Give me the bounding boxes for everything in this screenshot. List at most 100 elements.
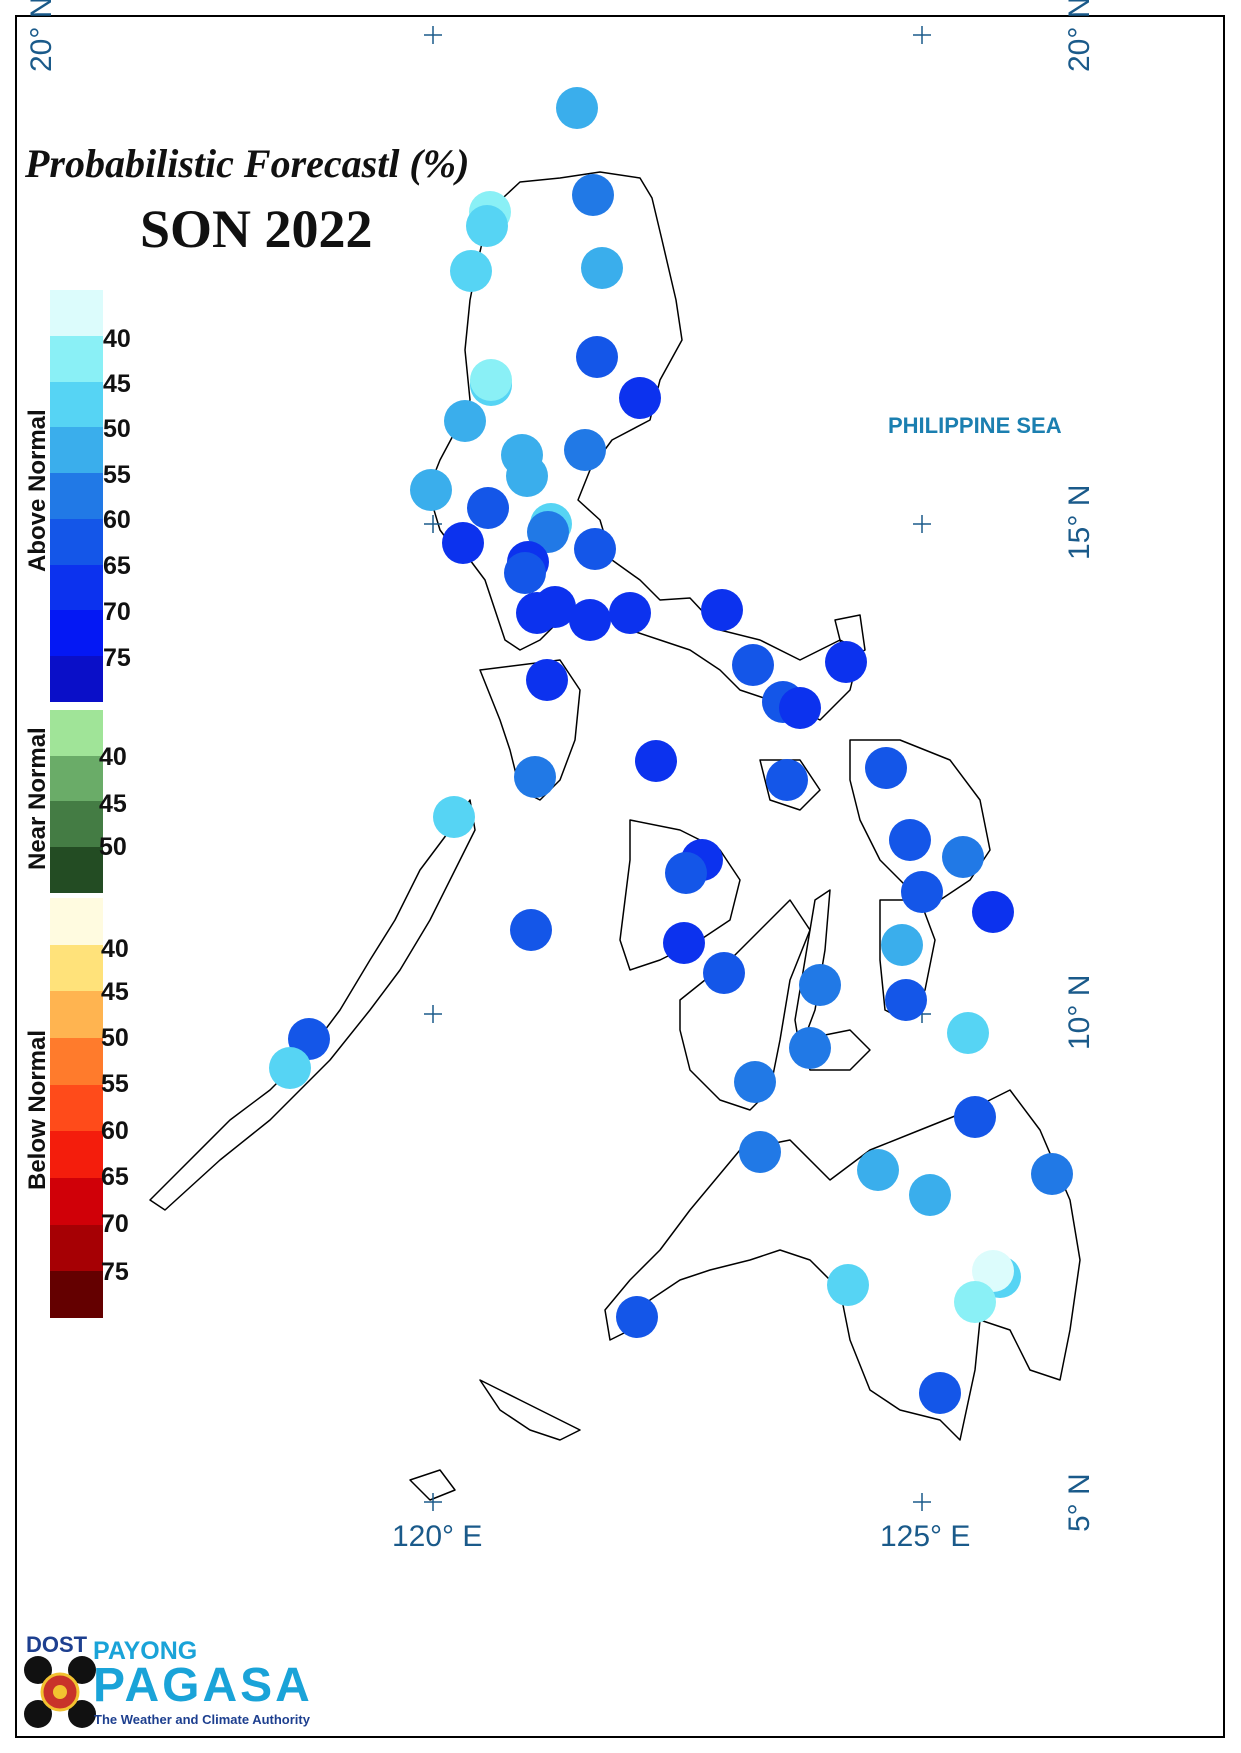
legend-below-label: 45 [101, 978, 129, 1006]
station-marker [609, 592, 651, 634]
pagasa-wordmark: PAGASA [93, 1659, 313, 1712]
legend-above-label: 55 [103, 461, 131, 489]
station-marker [739, 1131, 781, 1173]
sulu-coastline [479, 1379, 581, 1441]
lon120-label: 120° E [392, 1520, 483, 1553]
legend-below-label: 65 [101, 1163, 129, 1191]
station-markers [269, 87, 1073, 1414]
station-marker [732, 644, 774, 686]
lat10-label: 10° N [1063, 974, 1096, 1050]
station-marker [572, 174, 614, 216]
station-marker [954, 1096, 996, 1138]
map-frame [15, 15, 1225, 1738]
station-marker [663, 922, 705, 964]
legend-swatch [50, 656, 103, 703]
legend-near-label: 40 [99, 743, 127, 771]
palawan-coastline [149, 799, 476, 1211]
legend-above-title: Above Normal [24, 409, 51, 572]
station-marker [442, 522, 484, 564]
station-marker [574, 528, 616, 570]
station-marker [865, 747, 907, 789]
station-marker [470, 359, 512, 401]
station-marker [779, 687, 821, 729]
station-marker [516, 592, 558, 634]
legend-swatch [50, 381, 103, 428]
pagasa-tagline: The Weather and Climate Authority [94, 1712, 310, 1727]
legend-swatch [50, 473, 103, 520]
station-marker [889, 819, 931, 861]
negros-coastline [679, 899, 811, 1111]
lat15-label: 15° N [1063, 484, 1096, 560]
station-marker [569, 599, 611, 641]
station-marker [766, 759, 808, 801]
legend-swatch [50, 427, 103, 474]
lat5-label: 5° N [1063, 1473, 1096, 1532]
legend-swatch [50, 1131, 103, 1179]
station-marker [1031, 1153, 1073, 1195]
legend-swatch [50, 1271, 103, 1319]
station-marker [527, 511, 569, 553]
station-marker [881, 924, 923, 966]
station-marker [410, 469, 452, 511]
legend-below-title: Below Normal [24, 1029, 51, 1190]
station-marker [857, 1149, 899, 1191]
station-marker [901, 871, 943, 913]
legend-above-label: 45 [103, 370, 131, 398]
station-marker [825, 641, 867, 683]
legend-swatch [50, 518, 103, 566]
station-marker [885, 979, 927, 1021]
dost-label: DOST [26, 1632, 88, 1657]
station-marker [972, 1250, 1014, 1292]
legend-swatch [50, 755, 103, 802]
station-marker [269, 1047, 311, 1089]
station-marker [909, 1174, 951, 1216]
pagasa-emblem-icon [24, 1656, 96, 1728]
station-marker [526, 659, 568, 701]
station-marker [564, 429, 606, 471]
map-title: Probabilistic Forecastl (%) [25, 141, 470, 186]
legend-near-label: 50 [99, 833, 127, 861]
legend-above-label: 60 [103, 506, 131, 534]
legend-below-label: 50 [101, 1024, 129, 1052]
legend-above-label: 75 [103, 644, 131, 672]
station-marker [799, 964, 841, 1006]
legend-swatch [50, 846, 103, 893]
station-marker [827, 1264, 869, 1306]
legend-swatch [50, 1038, 103, 1086]
legend-below-label: 55 [101, 1070, 129, 1098]
station-marker [616, 1296, 658, 1338]
payong-label: PAYONG [93, 1637, 198, 1665]
legend-swatch [50, 1084, 103, 1132]
lat20-right-label: 20° N [1063, 0, 1096, 72]
station-marker [433, 796, 475, 838]
station-marker [947, 1012, 989, 1054]
station-marker [701, 589, 743, 631]
legend-swatch [50, 564, 103, 611]
legend-swatch [50, 801, 103, 847]
legend-below-label: 70 [101, 1210, 129, 1238]
legend-swatch [50, 710, 103, 756]
lat20-left-label: 20° N [25, 0, 58, 72]
legend-swatch [50, 898, 103, 946]
legend-swatch [50, 1224, 103, 1272]
station-marker [466, 205, 508, 247]
legend-near-title: Near Normal [24, 727, 51, 870]
legend-below-label: 40 [101, 935, 129, 963]
station-marker [789, 1027, 831, 1069]
legend-swatch [50, 1178, 103, 1226]
pagasa-logo [20, 1628, 320, 1733]
station-marker [467, 487, 509, 529]
station-marker [510, 909, 552, 951]
legend-swatch [50, 944, 103, 992]
coastline-layer [149, 91, 1081, 1501]
station-marker [556, 87, 598, 129]
legend-above-label: 50 [103, 415, 131, 443]
legend-below-label: 60 [101, 1117, 129, 1145]
station-marker [942, 836, 984, 878]
station-marker [919, 1372, 961, 1414]
station-marker [504, 552, 546, 594]
station-marker [444, 400, 486, 442]
station-marker [972, 891, 1014, 933]
station-marker [665, 852, 707, 894]
